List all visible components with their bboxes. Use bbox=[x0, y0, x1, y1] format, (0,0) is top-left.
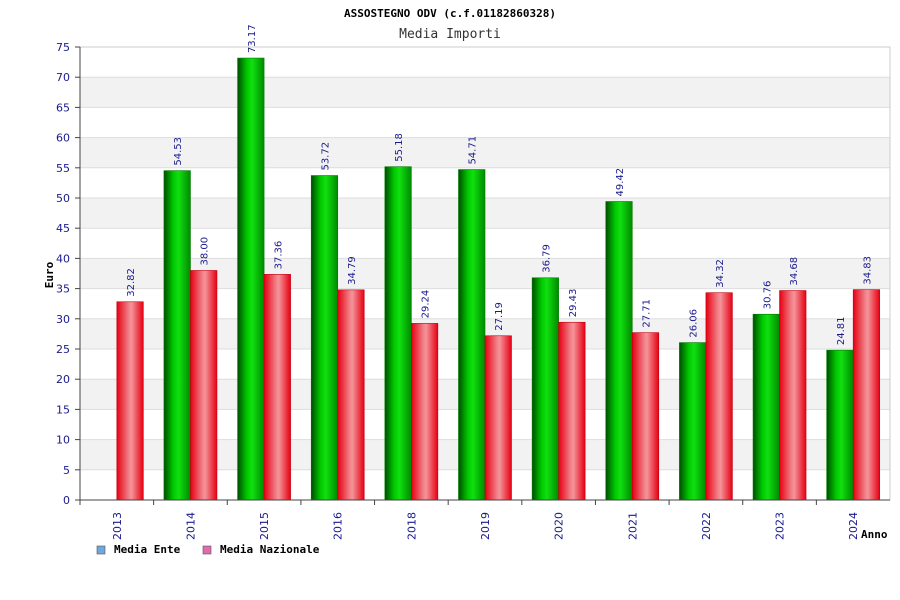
legend: Media Ente Media Nazionale bbox=[96, 543, 320, 556]
data-label-media-nazionale-2024: 34.83 bbox=[862, 256, 873, 285]
bar-media-ente-2024 bbox=[826, 349, 854, 501]
bar-media-nazionale-2021 bbox=[631, 332, 660, 501]
bar-media-ente-2018 bbox=[384, 166, 412, 501]
y-tick-label: 25 bbox=[56, 343, 70, 356]
bar-media-nazionale-2019 bbox=[484, 335, 512, 501]
data-label-media-ente-2018: 55.18 bbox=[394, 133, 405, 162]
data-label-media-ente-2022: 26.06 bbox=[689, 309, 700, 338]
bar-media-ente-2016 bbox=[310, 175, 339, 501]
y-tick-label: 5 bbox=[63, 464, 70, 477]
y-tick-label: 30 bbox=[56, 313, 70, 326]
data-label-media-nazionale-2021: 27.71 bbox=[642, 299, 653, 328]
bar-media-ente-2020 bbox=[531, 277, 559, 501]
y-tick-label: 55 bbox=[56, 162, 70, 175]
y-tick-label: 45 bbox=[56, 222, 70, 235]
legend-label-media-ente: Media Ente bbox=[114, 543, 181, 556]
legend-swatch-media-ente bbox=[96, 545, 106, 555]
y-axis: 0 5 10 15 20 25 30 35 40 45 50 55 60 65 70 75 bbox=[56, 41, 81, 507]
bar-media-nazionale-2023 bbox=[779, 290, 807, 501]
x-tick-label-2022: 2022 bbox=[700, 512, 713, 540]
grid-band bbox=[80, 77, 890, 108]
x-tick-label-2013: 2013 bbox=[111, 512, 124, 540]
bar-media-nazionale-2020 bbox=[558, 321, 586, 501]
bar-media-nazionale-2022 bbox=[705, 292, 733, 501]
y-tick-label: 65 bbox=[56, 101, 70, 114]
bar-media-ente-2019 bbox=[458, 169, 486, 501]
data-label-media-nazionale-2014: 38.00 bbox=[200, 237, 211, 266]
x-tick-label-2023: 2023 bbox=[774, 512, 787, 540]
y-tick-label: 0 bbox=[63, 494, 70, 507]
x-axis-label: Anno bbox=[861, 528, 888, 541]
data-labels: 32.82 54.53 38.00 73.17 37.36 53.72 34.79 55.18… bbox=[126, 24, 873, 345]
y-tick-label: 15 bbox=[56, 403, 70, 416]
bar-media-nazionale-2024 bbox=[852, 289, 880, 501]
data-label-media-ente-2020: 36.79 bbox=[541, 244, 552, 273]
bars bbox=[116, 57, 880, 501]
x-tick-label-2016: 2016 bbox=[332, 512, 345, 540]
y-tick-label: 60 bbox=[56, 132, 70, 145]
bar-media-nazionale-2018 bbox=[411, 323, 439, 501]
bar-media-ente-2022 bbox=[679, 342, 707, 501]
bar-media-nazionale-2015 bbox=[263, 274, 291, 501]
x-tick-label-2019: 2019 bbox=[479, 512, 492, 540]
y-tick-label: 50 bbox=[56, 192, 70, 205]
data-label-media-ente-2024: 24.81 bbox=[836, 317, 847, 346]
data-label-media-nazionale-2018: 29.24 bbox=[421, 290, 432, 319]
data-label-media-ente-2015: 73.17 bbox=[247, 24, 258, 53]
y-tick-label: 35 bbox=[56, 283, 70, 296]
y-axis-label: Euro bbox=[43, 261, 56, 288]
data-label-media-nazionale-2023: 34.68 bbox=[789, 257, 800, 286]
bar-media-ente-2021 bbox=[605, 201, 633, 501]
data-label-media-nazionale-2013: 32.82 bbox=[126, 268, 137, 297]
data-label-media-nazionale-2022: 34.32 bbox=[715, 259, 726, 288]
y-tick-label: 40 bbox=[56, 252, 70, 265]
legend-label-media-nazionale: Media Nazionale bbox=[220, 543, 320, 556]
y-tick-label: 70 bbox=[56, 71, 70, 84]
x-axis: 2013 2014 2015 2016 2018 2019 2020 2021 2022 2023… bbox=[79, 499, 890, 540]
data-label-media-ente-2023: 30.76 bbox=[762, 281, 773, 310]
data-label-media-ente-2021: 49.42 bbox=[615, 168, 626, 197]
data-label-media-ente-2014: 54.53 bbox=[173, 137, 184, 166]
bar-media-nazionale-2016 bbox=[337, 289, 365, 501]
data-label-media-nazionale-2016: 34.79 bbox=[347, 256, 358, 285]
bar-media-ente-2014 bbox=[163, 170, 191, 501]
legend-swatch-media-nazionale bbox=[202, 545, 212, 555]
x-tick-label-2021: 2021 bbox=[626, 512, 639, 540]
x-tick-label-2020: 2020 bbox=[553, 512, 566, 540]
bar-media-ente-2023 bbox=[752, 313, 780, 501]
chart-title: ASSOSTEGNO ODV (c.f.01182860328) bbox=[344, 7, 556, 20]
bar-media-ente-2015 bbox=[237, 57, 265, 501]
data-label-media-nazionale-2020: 29.43 bbox=[568, 289, 579, 318]
data-label-media-ente-2016: 53.72 bbox=[320, 142, 331, 171]
y-tick-label: 75 bbox=[56, 41, 70, 54]
data-label-media-nazionale-2019: 27.19 bbox=[494, 302, 505, 331]
data-label-media-nazionale-2015: 37.36 bbox=[273, 241, 284, 270]
y-tick-label: 10 bbox=[56, 434, 70, 447]
y-tick-label: 20 bbox=[56, 373, 70, 386]
data-label-media-ente-2019: 54.71 bbox=[468, 136, 479, 165]
x-tick-label-2024: 2024 bbox=[847, 512, 860, 540]
grid-band bbox=[80, 137, 890, 168]
x-tick-label-2014: 2014 bbox=[184, 512, 197, 540]
bar-media-nazionale-2014 bbox=[190, 270, 218, 501]
x-tick-label-2015: 2015 bbox=[258, 512, 271, 540]
bar-media-nazionale-2013 bbox=[116, 301, 144, 501]
x-tick-label-2018: 2018 bbox=[405, 512, 418, 540]
chart-subtitle: Media Importi bbox=[399, 27, 501, 42]
